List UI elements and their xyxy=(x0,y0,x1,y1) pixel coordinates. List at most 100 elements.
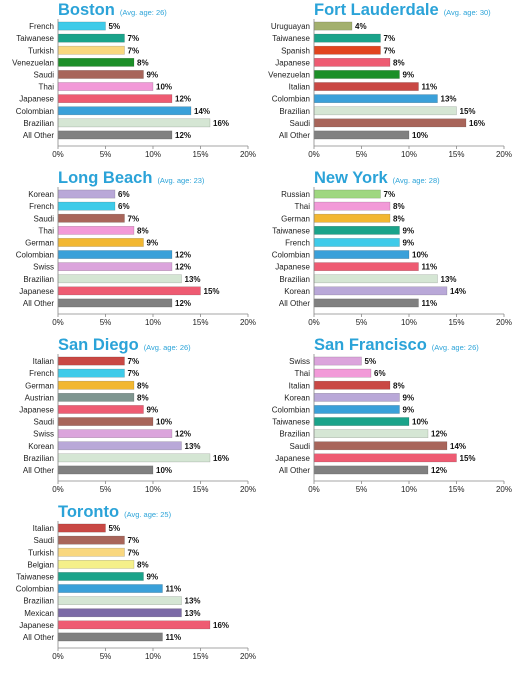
category-label: Austrian xyxy=(25,393,54,402)
category-label: Thai xyxy=(38,226,54,235)
bar xyxy=(57,632,163,642)
bar xyxy=(313,213,391,223)
data-label: 13% xyxy=(441,275,457,284)
data-label: 11% xyxy=(422,299,438,308)
data-label: 12% xyxy=(175,131,191,140)
bar xyxy=(313,286,448,296)
bar xyxy=(57,523,106,533)
bar xyxy=(57,393,135,402)
x-tick-label: 5% xyxy=(356,150,368,159)
category-label: French xyxy=(29,22,54,31)
bar xyxy=(57,417,154,426)
category-label: Saudi xyxy=(290,119,311,128)
data-label: 13% xyxy=(185,275,201,284)
category-label: Brazilian xyxy=(23,119,54,128)
bar xyxy=(57,45,125,55)
category-label: Thai xyxy=(294,369,310,378)
category-label: Colombian xyxy=(272,405,310,414)
chart-subtitle: (Avg. age: 25) xyxy=(124,510,172,519)
chart-panel-boston: Boston (Avg. age: 26) French 5% Taiwanese 7%… xyxy=(0,0,264,166)
bar-chart-long-beach: Korean 6% French 6% Saudi 7% Thai 8% German 9% Col… xyxy=(16,187,256,327)
category-label: Brazilian xyxy=(279,107,310,116)
bar xyxy=(313,45,381,55)
category-label: Taiwanese xyxy=(16,34,54,43)
bar xyxy=(57,560,135,569)
data-label: 15% xyxy=(204,287,220,296)
bar xyxy=(57,596,182,606)
data-label: 8% xyxy=(393,214,405,223)
chart-panel-san-diego: San Diego (Avg. age: 26) Italian 7% French 7… xyxy=(0,335,264,501)
bar xyxy=(57,584,163,593)
bar xyxy=(313,298,419,308)
category-label: Uruguayan xyxy=(271,22,310,31)
chart-panel-san-francisco: San Francisco (Avg. age: 26) Swiss 5% Thai 6… xyxy=(256,335,520,501)
bar xyxy=(57,356,125,366)
bar xyxy=(313,21,353,31)
category-label: All Other xyxy=(279,466,310,475)
x-tick-label: 10% xyxy=(401,485,417,494)
bar xyxy=(57,453,211,463)
data-label: 13% xyxy=(441,95,457,104)
category-label: Italian xyxy=(33,524,54,533)
category-label: Belgian xyxy=(27,560,54,569)
x-tick-label: 20% xyxy=(496,318,512,327)
category-label: Japanese xyxy=(19,287,54,296)
data-label: 10% xyxy=(412,251,428,260)
data-label: 9% xyxy=(403,405,415,414)
data-label: 11% xyxy=(422,263,438,272)
category-label: Turkish xyxy=(28,548,54,557)
data-label: 14% xyxy=(450,442,466,451)
bar xyxy=(57,620,211,630)
category-label: Colombian xyxy=(272,251,310,260)
bar xyxy=(313,380,391,390)
data-label: 14% xyxy=(450,287,466,296)
data-label: 12% xyxy=(175,95,191,104)
category-label: Swiss xyxy=(33,430,54,439)
category-label: Japanese xyxy=(275,454,310,463)
category-label: Russian xyxy=(281,190,310,199)
x-tick-label: 0% xyxy=(52,652,64,661)
bar xyxy=(313,82,419,91)
bar xyxy=(57,380,135,390)
data-label: 16% xyxy=(469,119,485,128)
x-tick-label: 15% xyxy=(448,318,464,327)
bar xyxy=(313,226,400,235)
x-tick-label: 5% xyxy=(100,150,112,159)
data-label: 15% xyxy=(460,107,476,116)
category-label: Swiss xyxy=(289,357,310,366)
bar xyxy=(313,70,400,79)
category-label: Venezuelan xyxy=(12,58,54,67)
x-tick-label: 0% xyxy=(308,150,320,159)
data-label: 9% xyxy=(403,393,415,402)
data-label: 12% xyxy=(175,430,191,439)
x-tick-label: 0% xyxy=(308,318,320,327)
category-label: Spanish xyxy=(281,46,310,55)
bar xyxy=(57,238,144,247)
data-label: 16% xyxy=(213,621,229,630)
category-label: Brazilian xyxy=(279,430,310,439)
category-label: Taiwanese xyxy=(272,418,310,427)
x-tick-label: 15% xyxy=(192,318,208,327)
category-label: Italian xyxy=(289,381,310,390)
data-label: 14% xyxy=(194,107,210,116)
x-tick-label: 20% xyxy=(496,150,512,159)
data-label: 8% xyxy=(137,393,149,402)
bar-chart-new-york: Russian 7% Thai 8% German 8% Taiwanese 9% French… xyxy=(272,187,512,327)
category-label: French xyxy=(285,238,310,247)
category-label: Brazilian xyxy=(23,275,54,284)
bar xyxy=(313,368,372,378)
category-label: All Other xyxy=(279,131,310,140)
x-tick-label: 15% xyxy=(192,485,208,494)
bar xyxy=(57,201,116,211)
chart-title-city: Boston xyxy=(58,1,115,19)
category-label: Brazilian xyxy=(279,275,310,284)
x-tick-label: 0% xyxy=(308,485,320,494)
data-label: 12% xyxy=(175,299,191,308)
x-tick-label: 20% xyxy=(496,485,512,494)
bar xyxy=(57,535,125,545)
category-label: French xyxy=(29,202,54,211)
data-label: 11% xyxy=(166,633,182,642)
x-tick-label: 15% xyxy=(448,150,464,159)
data-label: 9% xyxy=(403,226,415,235)
x-tick-label: 0% xyxy=(52,318,64,327)
